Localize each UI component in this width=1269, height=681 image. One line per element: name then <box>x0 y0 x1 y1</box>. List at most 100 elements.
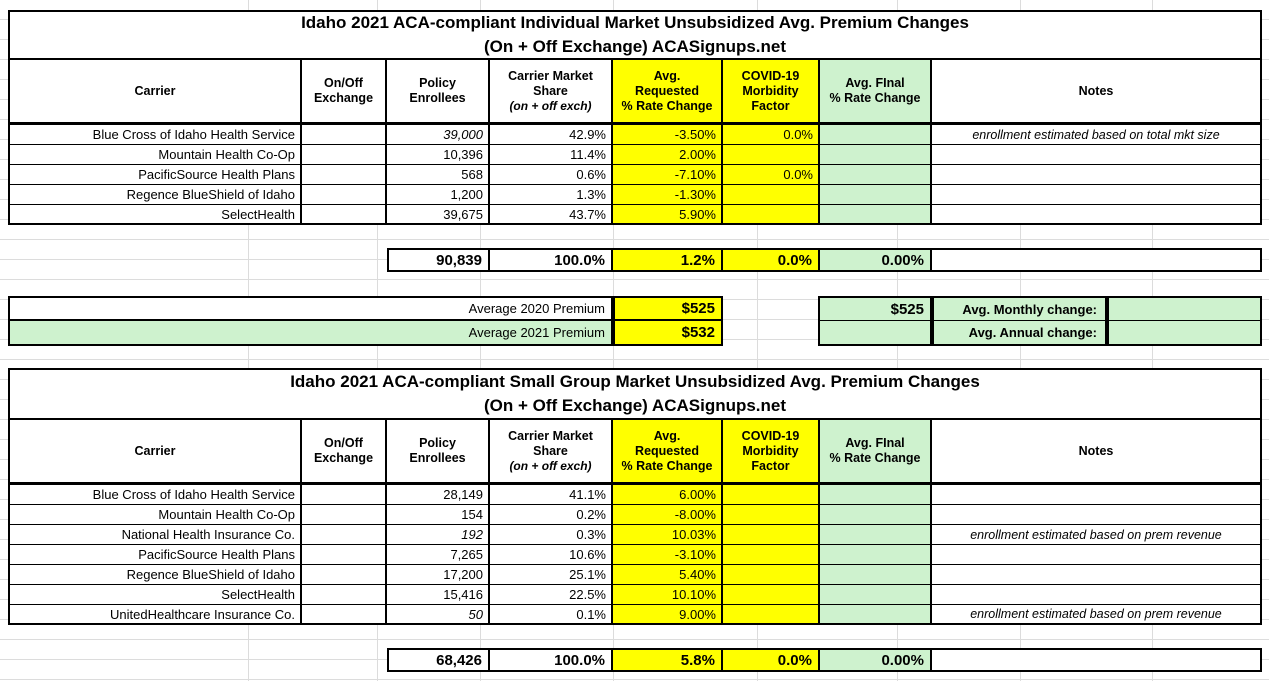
total-policy-enrollees[interactable]: 68,426 <box>387 648 490 672</box>
cell-covid-factor[interactable] <box>723 605 820 625</box>
avg-2021-premium-value[interactable]: $532 <box>613 321 723 346</box>
cell-notes[interactable] <box>932 565 1262 585</box>
avg-monthly-change-value[interactable] <box>1107 296 1262 321</box>
total-avg-requested[interactable]: 1.2% <box>613 248 723 272</box>
cell-onoff-exchange[interactable] <box>302 585 387 605</box>
total-covid-factor[interactable]: 0.0% <box>723 648 820 672</box>
cell-avg-final[interactable] <box>820 485 932 505</box>
cell-market-share[interactable]: 0.3% <box>490 525 613 545</box>
cell-avg-final[interactable] <box>820 205 932 225</box>
cell-covid-factor[interactable]: 0.0% <box>723 165 820 185</box>
cell-carrier[interactable]: Regence BlueShield of Idaho <box>8 185 302 205</box>
cell-covid-factor[interactable] <box>723 485 820 505</box>
header-market-share[interactable]: Carrier Market Share (on + off exch) <box>490 420 613 485</box>
cell-market-share[interactable]: 11.4% <box>490 145 613 165</box>
cell-avg-final[interactable] <box>820 505 932 525</box>
total-market-share[interactable]: 100.0% <box>490 648 613 672</box>
cell-avg-final[interactable] <box>820 125 932 145</box>
cell-notes[interactable]: enrollment estimated based on prem reven… <box>932 525 1262 545</box>
cell-market-share[interactable]: 22.5% <box>490 585 613 605</box>
cell-avg-requested[interactable]: -7.10% <box>613 165 723 185</box>
cell-avg-requested[interactable]: 5.40% <box>613 565 723 585</box>
cell-avg-requested[interactable]: 5.90% <box>613 205 723 225</box>
cell-carrier[interactable]: PacificSource Health Plans <box>8 545 302 565</box>
premium-final-value-2[interactable] <box>818 321 932 346</box>
header-avg-requested[interactable]: Avg. Requested% Rate Change <box>613 420 723 485</box>
cell-notes[interactable] <box>932 505 1262 525</box>
cell-notes[interactable] <box>932 185 1262 205</box>
cell-policy-enrollees[interactable]: 1,200 <box>387 185 490 205</box>
cell-market-share[interactable]: 41.1% <box>490 485 613 505</box>
cell-avg-requested[interactable]: -3.10% <box>613 545 723 565</box>
cell-market-share[interactable]: 43.7% <box>490 205 613 225</box>
header-market-share[interactable]: Carrier Market Share (on + off exch) <box>490 60 613 125</box>
cell-market-share[interactable]: 0.2% <box>490 505 613 525</box>
cell-avg-final[interactable] <box>820 605 932 625</box>
cell-policy-enrollees[interactable]: 17,200 <box>387 565 490 585</box>
avg-annual-change-label[interactable]: Avg. Annual change: <box>932 321 1107 346</box>
avg-2021-premium-label[interactable]: Average 2021 Premium <box>8 321 613 346</box>
cell-carrier[interactable]: Mountain Health Co-Op <box>8 145 302 165</box>
cell-avg-requested[interactable]: 10.10% <box>613 585 723 605</box>
total-notes[interactable] <box>932 648 1262 672</box>
cell-onoff-exchange[interactable] <box>302 205 387 225</box>
cell-policy-enrollees[interactable]: 50 <box>387 605 490 625</box>
cell-covid-factor[interactable]: 0.0% <box>723 125 820 145</box>
header-onoff-exchange[interactable]: On/Off Exchange <box>302 60 387 125</box>
cell-notes[interactable]: enrollment estimated based on total mkt … <box>932 125 1262 145</box>
cell-covid-factor[interactable] <box>723 525 820 545</box>
cell-onoff-exchange[interactable] <box>302 485 387 505</box>
cell-notes[interactable] <box>932 165 1262 185</box>
cell-carrier[interactable]: National Health Insurance Co. <box>8 525 302 545</box>
cell-market-share[interactable]: 10.6% <box>490 545 613 565</box>
cell-carrier[interactable]: Regence BlueShield of Idaho <box>8 565 302 585</box>
total-market-share[interactable]: 100.0% <box>490 248 613 272</box>
avg-2020-premium-label[interactable]: Average 2020 Premium <box>8 296 613 321</box>
cell-covid-factor[interactable] <box>723 185 820 205</box>
header-notes[interactable]: Notes <box>932 420 1262 485</box>
total-avg-requested[interactable]: 5.8% <box>613 648 723 672</box>
cell-policy-enrollees[interactable]: 7,265 <box>387 545 490 565</box>
header-carrier[interactable]: Carrier <box>8 420 302 485</box>
cell-market-share[interactable]: 0.1% <box>490 605 613 625</box>
cell-onoff-exchange[interactable] <box>302 565 387 585</box>
cell-onoff-exchange[interactable] <box>302 525 387 545</box>
cell-onoff-exchange[interactable] <box>302 505 387 525</box>
cell-avg-requested[interactable]: 9.00% <box>613 605 723 625</box>
cell-market-share[interactable]: 1.3% <box>490 185 613 205</box>
avg-2020-premium-value[interactable]: $525 <box>613 296 723 321</box>
cell-policy-enrollees[interactable]: 15,416 <box>387 585 490 605</box>
cell-onoff-exchange[interactable] <box>302 125 387 145</box>
cell-avg-requested[interactable]: 2.00% <box>613 145 723 165</box>
total-avg-final[interactable]: 0.00% <box>820 648 932 672</box>
cell-avg-requested[interactable]: -3.50% <box>613 125 723 145</box>
header-notes[interactable]: Notes <box>932 60 1262 125</box>
cell-policy-enrollees[interactable]: 39,675 <box>387 205 490 225</box>
cell-covid-factor[interactable] <box>723 545 820 565</box>
cell-avg-final[interactable] <box>820 545 932 565</box>
individual-table-title[interactable]: Idaho 2021 ACA-compliant Individual Mark… <box>8 10 1262 60</box>
cell-onoff-exchange[interactable] <box>302 145 387 165</box>
cell-policy-enrollees[interactable]: 154 <box>387 505 490 525</box>
cell-policy-enrollees[interactable]: 568 <box>387 165 490 185</box>
cell-carrier[interactable]: Blue Cross of Idaho Health Service <box>8 485 302 505</box>
header-policy-enrollees[interactable]: Policy Enrollees <box>387 420 490 485</box>
cell-onoff-exchange[interactable] <box>302 165 387 185</box>
cell-notes[interactable] <box>932 545 1262 565</box>
cell-avg-final[interactable] <box>820 145 932 165</box>
cell-onoff-exchange[interactable] <box>302 545 387 565</box>
cell-policy-enrollees[interactable]: 28,149 <box>387 485 490 505</box>
cell-avg-final[interactable] <box>820 165 932 185</box>
total-notes[interactable] <box>932 248 1262 272</box>
header-covid-morbidity[interactable]: COVID-19 Morbidity Factor <box>723 60 820 125</box>
cell-carrier[interactable]: SelectHealth <box>8 205 302 225</box>
cell-avg-requested[interactable]: -8.00% <box>613 505 723 525</box>
cell-covid-factor[interactable] <box>723 145 820 165</box>
header-carrier[interactable]: Carrier <box>8 60 302 125</box>
cell-covid-factor[interactable] <box>723 205 820 225</box>
cell-carrier[interactable]: Blue Cross of Idaho Health Service <box>8 125 302 145</box>
cell-carrier[interactable]: SelectHealth <box>8 585 302 605</box>
cell-notes[interactable] <box>932 145 1262 165</box>
header-avg-requested[interactable]: Avg. Requested% Rate Change <box>613 60 723 125</box>
cell-notes[interactable]: enrollment estimated based on prem reven… <box>932 605 1262 625</box>
